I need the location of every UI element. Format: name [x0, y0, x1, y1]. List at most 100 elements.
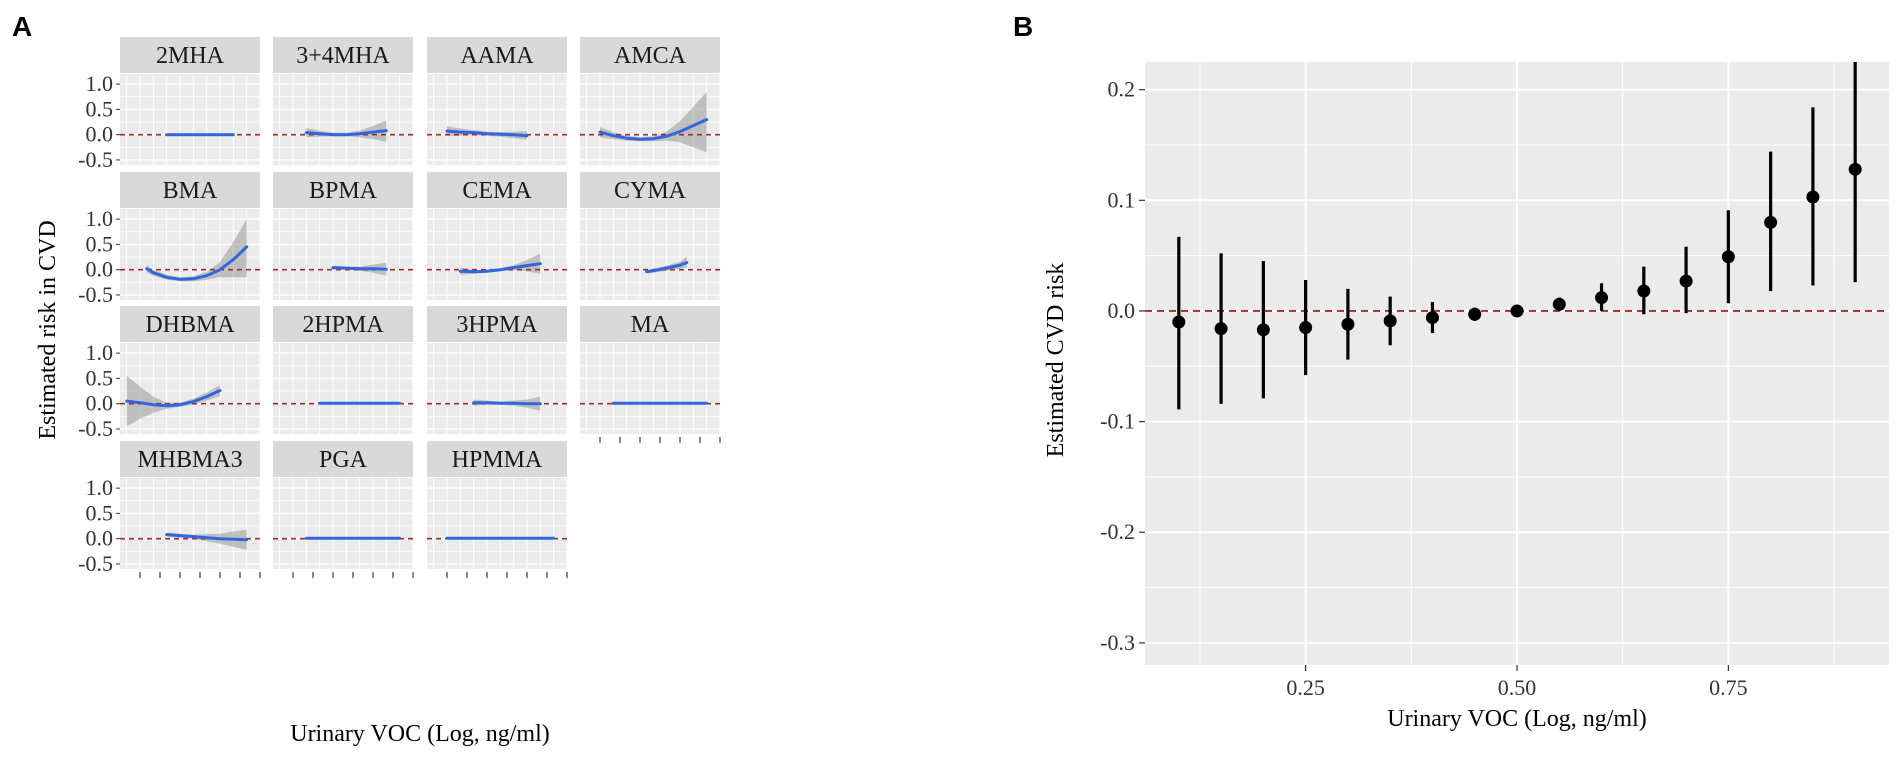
panel-b-point	[1721, 250, 1735, 264]
panel-b-point	[1468, 307, 1482, 321]
facet-strip-label: AMCA	[614, 43, 687, 69]
y-tick-label: 0.0	[86, 122, 114, 147]
panel-b-point	[1256, 323, 1270, 337]
facet-gridlines	[120, 478, 261, 569]
y-tick-label: -0.5	[78, 416, 113, 441]
facet-gridlines	[273, 343, 414, 434]
facet-cyma: CYMA	[580, 172, 721, 300]
panel-b-point	[1764, 215, 1778, 229]
panel-b-y-tick-label: 0.0	[1108, 298, 1136, 323]
facet-strip	[427, 172, 567, 208]
panel-a-y-axis-title: Estimated risk in CVD	[35, 220, 61, 439]
facet-gridlines	[427, 478, 568, 569]
facet-2hpma: 2HPMA	[273, 306, 414, 434]
facet-trend-line	[598, 118, 709, 141]
y-tick-label: 0.5	[86, 365, 114, 390]
y-tick-label: 0.5	[86, 96, 114, 121]
facet-dhbma: DHBMA 1.00.50.0-0.5	[78, 306, 261, 441]
y-tick-label: 0.0	[86, 257, 114, 282]
panel-b-y-tick-label: 0.2	[1108, 77, 1136, 102]
facet-mhbma3: MHBMA3 1.00.50.0-0.5	[78, 441, 261, 578]
facet-strip	[120, 441, 260, 477]
facet-trend-line	[331, 266, 388, 271]
facet-strip	[273, 441, 413, 477]
panel-b-point	[1595, 291, 1609, 305]
facet-confidence-band	[306, 120, 387, 142]
facet-gridlines	[273, 478, 414, 569]
panel-b-x-tick-label: 0.75	[1709, 675, 1748, 700]
facet-gridlines	[580, 343, 721, 434]
facet-plot-background	[580, 209, 720, 300]
panel-b-point	[1425, 311, 1439, 325]
y-tick-label: 1.0	[86, 71, 114, 96]
facet-plot-background	[427, 74, 567, 165]
facet-strip	[120, 306, 260, 342]
panel-b-point	[1637, 284, 1651, 298]
y-tick-label: 0.0	[86, 526, 114, 551]
facet-gridlines	[427, 343, 568, 434]
facet-strip-label: MHBMA3	[137, 447, 242, 473]
facet-strip-label: CEMA	[462, 178, 532, 204]
y-tick-label: -0.5	[78, 147, 113, 172]
facet-strip	[120, 37, 260, 73]
facet-strip	[580, 37, 720, 73]
facet-strip	[427, 441, 567, 477]
facet-gridlines	[427, 209, 568, 300]
facet-trend-line	[145, 245, 249, 281]
panel-b-y-tick-label: 0.1	[1108, 187, 1136, 212]
facet-confidence-band	[126, 375, 220, 427]
facet-bma: BMA 1.00.50.0-0.5	[78, 172, 261, 307]
facet-strip-label: AAMA	[460, 43, 534, 69]
facet-3hpma: 3HPMA	[427, 306, 568, 434]
facet-plot-background	[273, 209, 413, 300]
facet-plot-background	[273, 343, 413, 434]
y-tick-label: 1.0	[86, 475, 114, 500]
facet-plot-background	[120, 74, 260, 165]
facet-cema: CEMA	[427, 172, 568, 300]
y-tick-label: 0.0	[86, 391, 114, 416]
panel-b-point	[1383, 314, 1397, 328]
facet-trend-line	[458, 262, 542, 274]
facet-aama: AAMA	[427, 37, 568, 165]
panel-b-y-axis-title: Estimated CVD risk	[1043, 263, 1069, 458]
facet-strip-label: HPMMA	[452, 447, 543, 473]
panel-b-gridlines	[1145, 62, 1889, 665]
facet-strip-label: 2HPMA	[302, 312, 384, 338]
panel-b-point	[1172, 315, 1186, 329]
facet-trend-line	[472, 401, 542, 406]
panel-b-point	[1679, 274, 1693, 288]
facet-plot-background	[427, 209, 567, 300]
facet-plot-background	[427, 478, 567, 569]
facet-plot-background	[120, 478, 260, 569]
facet-hpmma: HPMMA	[427, 441, 568, 578]
y-tick-label: 1.0	[86, 340, 114, 365]
facet-bpma: BPMA	[273, 172, 414, 300]
facet-strip	[273, 306, 413, 342]
panel-b-point-range-chart: 0.2 0.1 0.0 -0.1 -0.2 -0.3 0.25 0.50 0.75 Estimat…	[1043, 62, 1889, 732]
panel-a-letter: A	[12, 11, 32, 42]
facet-plot-background	[273, 74, 413, 165]
y-tick-label: 0.5	[86, 500, 114, 525]
panel-b-points	[1172, 62, 1862, 410]
facet-strip-label: DHBMA	[145, 312, 235, 338]
panel-a-x-axis-title: Urinary VOC (Log, ng/ml)	[290, 721, 550, 747]
y-tick-label: -0.5	[78, 282, 113, 307]
panel-b-letter: B	[1013, 11, 1033, 42]
facet-gridlines	[580, 209, 721, 300]
y-tick-label: -0.5	[78, 551, 113, 576]
panel-b-point	[1510, 304, 1524, 318]
panel-b-point	[1848, 162, 1862, 176]
facet-plot-background	[427, 343, 567, 434]
facet-trend-line	[125, 389, 222, 408]
facet-strip-label: BPMA	[309, 178, 378, 204]
facet-confidence-band	[146, 219, 247, 282]
facet-strip	[580, 172, 720, 208]
panel-b-point	[1552, 297, 1566, 311]
facet-strip	[580, 306, 720, 342]
facet-3-4mha: 3+4MHA	[273, 37, 414, 165]
panel-b-x-axis-title: Urinary VOC (Log, ng/ml)	[1387, 706, 1647, 732]
facet-strip-label: 3HPMA	[456, 312, 538, 338]
facet-strip-label: PGA	[319, 447, 368, 473]
facet-strip-label: CYMA	[614, 178, 687, 204]
